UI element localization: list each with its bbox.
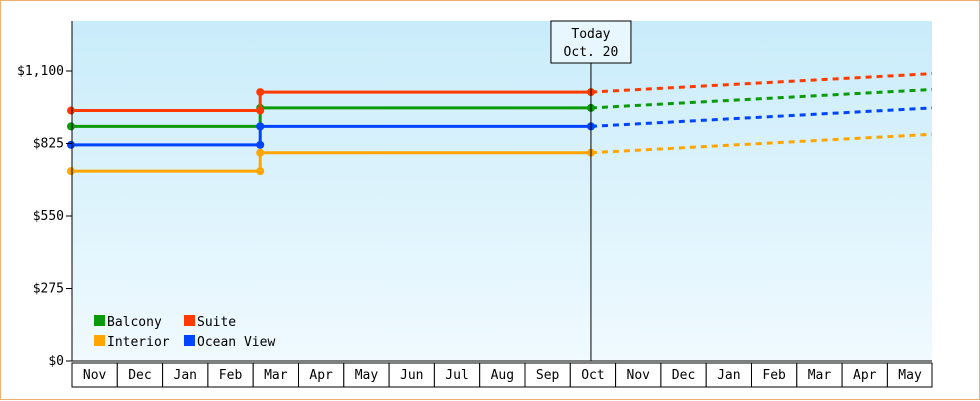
x-tick-label: Jan xyxy=(717,368,740,383)
y-tick-label: $825 xyxy=(33,137,64,152)
legend-label: Interior xyxy=(107,335,170,350)
y-tick-label: $275 xyxy=(33,282,64,297)
today-date: Oct. 20 xyxy=(564,45,619,60)
series-ocean-view xyxy=(67,106,933,149)
x-tick-label: Jun xyxy=(400,368,423,383)
legend-label: Ocean View xyxy=(197,335,275,350)
x-tick-cell xyxy=(886,362,933,388)
data-point xyxy=(256,122,265,131)
x-tick-label: Aug xyxy=(491,368,514,383)
series-forecast-line xyxy=(590,132,933,155)
x-tick-cell xyxy=(162,362,209,388)
series-history-line xyxy=(71,151,591,173)
x-tick-label: Nov xyxy=(83,368,107,383)
x-tick-label: Jan xyxy=(174,368,197,383)
data-point xyxy=(256,140,265,149)
x-tick-label: Mar xyxy=(808,368,832,383)
legend-swatch xyxy=(94,335,105,346)
x-tick-cell xyxy=(569,362,617,388)
series-forecast-line xyxy=(590,106,933,128)
series-history-line xyxy=(71,124,591,147)
data-point xyxy=(256,167,265,176)
x-tick-label: Jul xyxy=(445,368,468,383)
data-point xyxy=(67,106,75,115)
data-point xyxy=(256,88,265,97)
x-tick-cell xyxy=(433,362,481,388)
legend-item: Ocean View xyxy=(184,335,275,350)
x-tick-label: May xyxy=(898,368,922,383)
plot-background xyxy=(72,21,932,361)
x-tick-label: Oct xyxy=(581,368,604,383)
today-box xyxy=(550,20,632,64)
legend-item: Balcony xyxy=(94,315,162,330)
legend-item: Interior xyxy=(94,335,170,350)
x-tick-cell xyxy=(343,362,390,388)
y-tick-label: $550 xyxy=(33,209,64,224)
x-tick-cell xyxy=(615,362,662,388)
x-tick-cell xyxy=(660,362,707,388)
x-tick-cell xyxy=(388,362,435,388)
x-tick-label: Dec xyxy=(672,368,695,383)
today-label: Today xyxy=(571,27,610,42)
x-tick-label: Mar xyxy=(264,368,288,383)
y-tick-label: $1,100 xyxy=(17,64,64,79)
x-tick-cell xyxy=(524,362,571,388)
data-point xyxy=(256,148,265,157)
x-tick-label: Apr xyxy=(853,368,877,383)
legend-item: Suite xyxy=(184,315,236,330)
legend-swatch xyxy=(184,335,195,346)
series-forecast-line xyxy=(590,87,933,110)
x-tick-cell xyxy=(479,362,526,388)
series-history-line xyxy=(71,90,591,113)
legend-label: Balcony xyxy=(107,315,162,330)
legend-swatch xyxy=(184,315,195,326)
x-tick-cell xyxy=(116,362,164,388)
x-tick-label: Sep xyxy=(536,368,560,383)
legend-swatch xyxy=(94,315,105,326)
x-tick-label: Nov xyxy=(627,368,651,383)
data-point xyxy=(67,122,75,131)
x-tick-label: Dec xyxy=(128,368,151,383)
x-tick-label: Apr xyxy=(309,368,333,383)
x-tick-cell xyxy=(207,362,254,388)
data-point xyxy=(256,106,265,115)
x-tick-label: May xyxy=(355,368,379,383)
series-suite xyxy=(67,72,933,115)
legend-label: Suite xyxy=(197,315,236,330)
x-tick-label: Feb xyxy=(219,368,243,383)
series-history-line xyxy=(71,106,591,128)
x-tick-label: Feb xyxy=(762,368,786,383)
data-point xyxy=(67,140,75,149)
y-tick-label: $0 xyxy=(48,354,64,369)
series-forecast-line xyxy=(590,72,933,94)
x-tick-cell xyxy=(71,362,118,388)
x-tick-cell xyxy=(841,362,888,388)
series-interior xyxy=(67,132,933,176)
data-point xyxy=(67,167,75,176)
x-tick-cell xyxy=(796,362,843,388)
